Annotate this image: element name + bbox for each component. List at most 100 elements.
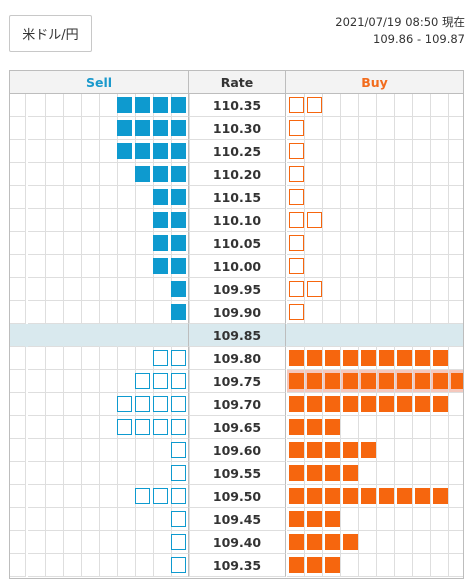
- buy-grid-cell: [449, 255, 463, 278]
- buy-grid-cell: [323, 255, 341, 278]
- buy-grid-cell: [413, 140, 431, 163]
- sell-grid-cell: [46, 393, 64, 416]
- buy-position-block: [343, 350, 358, 366]
- sell-position-block: [171, 212, 186, 228]
- buy-grid-cell: [341, 485, 359, 508]
- sell-grid-cell: [136, 278, 154, 301]
- buy-grid-cell: [287, 485, 305, 508]
- buy-grid-cell: [305, 347, 323, 370]
- buy-grid-cell: [287, 416, 305, 439]
- sell-grid-cell: [82, 370, 100, 393]
- buy-grid-cell: [323, 163, 341, 186]
- buy-position-block: [307, 511, 322, 527]
- rate-value: 110.30: [188, 117, 286, 140]
- buy-grid-cell: [395, 117, 413, 140]
- buy-grid-cell: [341, 554, 359, 577]
- sell-grid-cell: [136, 209, 154, 232]
- buy-grid-cell: [305, 508, 323, 531]
- buy-grid-cell: [449, 278, 463, 301]
- buy-grid-cell: [341, 439, 359, 462]
- sell-grid-cell: [172, 94, 190, 117]
- sell-grid-cell: [82, 439, 100, 462]
- buy-position-block: [397, 396, 412, 412]
- sell-grid-cell: [172, 554, 190, 577]
- sell-position-block: [153, 235, 168, 251]
- sell-grid-cell: [82, 554, 100, 577]
- buy-grid-cell: [287, 117, 305, 140]
- rate-value: 110.10: [188, 209, 286, 232]
- sell-grid-cell: [46, 508, 64, 531]
- buy-grid-cell: [287, 186, 305, 209]
- sell-grid-cell: [100, 94, 118, 117]
- buy-grid-cell: [323, 301, 341, 324]
- sell-grid-cell: [118, 209, 136, 232]
- buy-position-block: [325, 511, 340, 527]
- buy-grid-cell: [413, 508, 431, 531]
- buy-grid-cell: [359, 370, 377, 393]
- sell-order-block: [117, 419, 132, 435]
- buy-grid-cell: [413, 278, 431, 301]
- sell-order-block: [171, 419, 186, 435]
- buy-grid-cell: [305, 324, 323, 347]
- sell-grid-cell: [10, 117, 26, 140]
- buy-grid-cell: [341, 255, 359, 278]
- order-book-row: 109.85: [10, 324, 463, 347]
- buy-grid-cell: [287, 393, 305, 416]
- sell-position-block: [153, 143, 168, 159]
- buy-grid-cell: [431, 347, 449, 370]
- sell-grid-cell: [10, 462, 26, 485]
- sell-grid-cell: [46, 94, 64, 117]
- sell-grid-cell: [100, 278, 118, 301]
- buy-grid-cell: [359, 94, 377, 117]
- buy-position-block: [307, 557, 322, 573]
- buy-position-block: [289, 373, 304, 389]
- sell-grid-cell: [10, 232, 26, 255]
- sell-position-block: [171, 120, 186, 136]
- buy-grid-cell: [377, 163, 395, 186]
- sell-grid-cell: [118, 462, 136, 485]
- currency-pair-button[interactable]: 米ドル/円: [9, 15, 92, 52]
- buy-grid-cell: [341, 232, 359, 255]
- sell-grid-cell: [10, 416, 26, 439]
- sell-position-block: [135, 97, 150, 113]
- order-book-row: 110.25: [10, 140, 463, 163]
- buy-grid-cell: [359, 347, 377, 370]
- buy-grid-cell: [395, 324, 413, 347]
- order-book-row: 109.75: [10, 370, 463, 393]
- sell-position-block: [171, 258, 186, 274]
- buy-grid-cell: [377, 485, 395, 508]
- sell-grid-cell: [100, 232, 118, 255]
- sell-grid-cell: [172, 117, 190, 140]
- order-book-row: 109.95: [10, 278, 463, 301]
- buy-grid-cell: [341, 94, 359, 117]
- buy-grid-cell: [449, 94, 463, 117]
- buy-grid-cell: [377, 232, 395, 255]
- buy-grid-cell: [377, 393, 395, 416]
- buy-grid-cell: [341, 462, 359, 485]
- sell-order-block: [117, 396, 132, 412]
- sell-grid-cell: [10, 554, 26, 577]
- sell-grid-cell: [28, 508, 46, 531]
- sell-grid-cell: [82, 301, 100, 324]
- buy-grid-cell: [341, 324, 359, 347]
- buy-grid-cell: [431, 485, 449, 508]
- buy-position-block: [325, 396, 340, 412]
- sell-grid-cell: [172, 393, 190, 416]
- buy-position-block: [325, 350, 340, 366]
- buy-grid-cell: [449, 439, 463, 462]
- sell-grid-cell: [10, 255, 26, 278]
- sell-order-block: [171, 511, 186, 527]
- buy-position-block: [361, 373, 376, 389]
- sell-grid-cell: [10, 301, 26, 324]
- buy-grid-cell: [287, 94, 305, 117]
- buy-grid-cell: [359, 278, 377, 301]
- buy-position-block: [433, 373, 448, 389]
- buy-grid-cell: [395, 209, 413, 232]
- sell-grid-cell: [10, 94, 26, 117]
- buy-grid-cell: [341, 186, 359, 209]
- buy-order-block: [307, 97, 322, 113]
- buy-grid-cell: [377, 416, 395, 439]
- buy-grid-cell: [305, 278, 323, 301]
- rate-value: 109.35: [188, 554, 286, 577]
- buy-order-block: [289, 304, 304, 320]
